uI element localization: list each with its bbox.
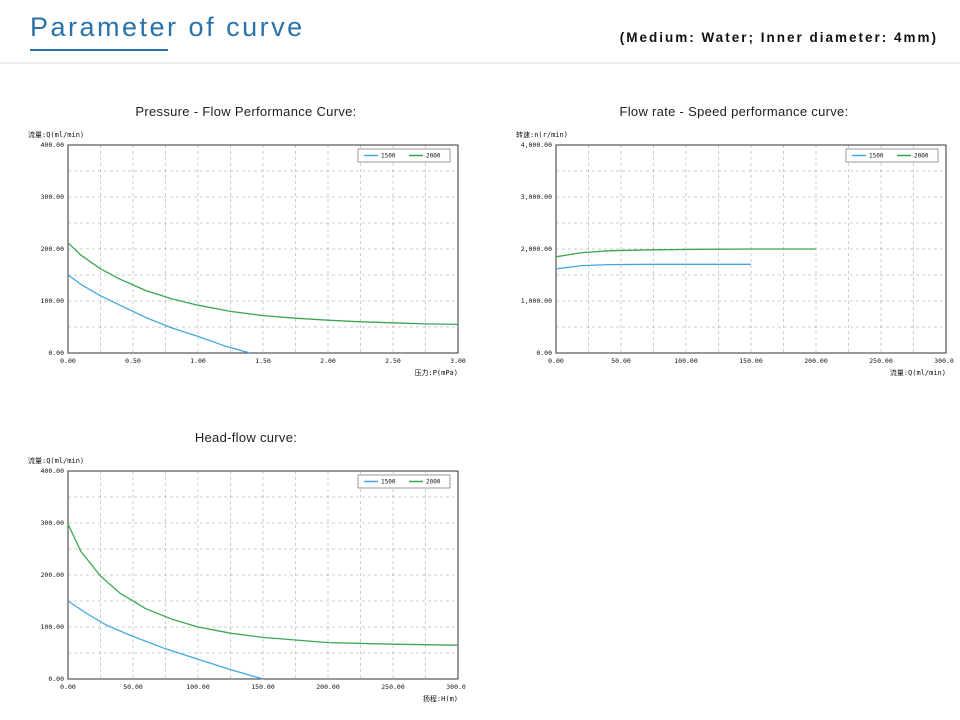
chart-pressure-flow: Pressure - Flow Performance Curve: 0.00 0… [26,104,466,394]
chart-svg: 0.00 50.00 100.00 150.00 200.00 250.00 300.00 0… [516,130,958,377]
svg-text:3,000.00: 3,000.00 [521,193,552,201]
svg-text:0.50: 0.50 [125,357,141,365]
svg-text:流量:Q(ml/min): 流量:Q(ml/min) [28,456,84,465]
page-header: Parameter of curve (Medium: Water; Inner… [0,0,960,64]
svg-text:200.00: 200.00 [804,357,828,365]
svg-text:150.00: 150.00 [739,357,763,365]
svg-text:100.00: 100.00 [186,683,210,691]
series-2000 [67,242,459,326]
svg-text:3.00: 3.00 [450,357,466,365]
svg-text:1.50: 1.50 [255,357,271,365]
svg-text:0.00: 0.00 [548,357,564,365]
svg-text:2000: 2000 [914,153,929,160]
chart-svg: 0.00 50.00 100.00 150.00 200.00 250.00 300.00 0… [28,456,470,703]
title-underline [30,49,168,51]
page-title: Parameter of curve [30,12,305,42]
series-2000 [67,523,459,646]
chart-canvas-head-flow: 0.00 50.00 100.00 150.00 200.00 250.00 300.00 0… [26,453,470,720]
chart-head-flow: Head-flow curve: 0.00 50.00 100.00 150.00 20… [26,430,470,720]
series-2000 [555,248,816,258]
svg-text:2.00: 2.00 [320,357,336,365]
svg-text:400.00: 400.00 [41,141,65,149]
chart-flow-speed: Flow rate - Speed performance curve: 0.0… [514,104,958,394]
svg-text:1.00: 1.00 [190,357,206,365]
svg-text:流量:Q(ml/min): 流量:Q(ml/min) [890,368,946,377]
svg-text:400.00: 400.00 [41,467,65,475]
svg-text:1500: 1500 [381,479,396,486]
svg-text:250.00: 250.00 [869,357,893,365]
svg-text:0.00: 0.00 [536,349,552,357]
svg-text:2000: 2000 [426,153,441,160]
svg-text:1500: 1500 [381,153,396,160]
chart-title-pressure-flow: Pressure - Flow Performance Curve: [135,104,357,119]
svg-text:转速:n(r/min): 转速:n(r/min) [516,130,568,139]
svg-text:300.00: 300.00 [41,519,65,527]
chart-canvas-pressure-flow: 0.00 0.50 1.00 1.50 2.00 2.50 3.00 0.00 100.00 20… [26,127,466,394]
svg-text:0.00: 0.00 [60,683,76,691]
svg-text:300.00: 300.00 [41,193,65,201]
svg-text:50.00: 50.00 [611,357,631,365]
svg-text:0.00: 0.00 [60,357,76,365]
svg-text:0.00: 0.00 [48,675,64,683]
svg-text:压力:P(mPa): 压力:P(mPa) [414,368,458,377]
svg-text:100.00: 100.00 [674,357,698,365]
svg-text:1,000.00: 1,000.00 [521,297,552,305]
svg-text:50.00: 50.00 [123,683,143,691]
series-1500 [555,263,751,270]
svg-text:流量:Q(ml/min): 流量:Q(ml/min) [28,130,84,139]
page-subtitle: (Medium: Water; Inner diameter: 4mm) [619,30,938,45]
svg-text:1500: 1500 [869,153,884,160]
chart-legend [845,148,939,163]
chart-title-flow-speed: Flow rate - Speed performance curve: [619,104,849,119]
svg-text:扬程:H(m): 扬程:H(m) [423,694,458,703]
svg-text:2000: 2000 [426,479,441,486]
svg-text:200.00: 200.00 [41,571,65,579]
svg-text:300.00: 300.00 [446,683,466,691]
chart-canvas-flow-speed: 0.00 50.00 100.00 150.00 200.00 250.00 300.00 0… [514,127,958,394]
svg-text:4,000.00: 4,000.00 [521,141,552,149]
svg-text:250.00: 250.00 [381,683,405,691]
svg-text:200.00: 200.00 [316,683,340,691]
series-1500 [67,274,251,354]
svg-text:150.00: 150.00 [251,683,275,691]
svg-text:2.50: 2.50 [385,357,401,365]
svg-text:200.00: 200.00 [41,245,65,253]
svg-text:0.00: 0.00 [48,349,64,357]
chart-svg: 0.00 0.50 1.00 1.50 2.00 2.50 3.00 0.00 100.00 20… [28,130,466,377]
chart-legend [357,474,451,489]
svg-text:300.00: 300.00 [934,357,954,365]
svg-text:100.00: 100.00 [41,297,65,305]
svg-text:100.00: 100.00 [41,623,65,631]
series-1500 [67,600,264,680]
svg-text:2,000.00: 2,000.00 [521,245,552,253]
chart-title-head-flow: Head-flow curve: [194,430,298,445]
chart-legend [357,148,451,163]
charts-grid: Pressure - Flow Performance Curve: 0.00 0… [0,104,960,720]
